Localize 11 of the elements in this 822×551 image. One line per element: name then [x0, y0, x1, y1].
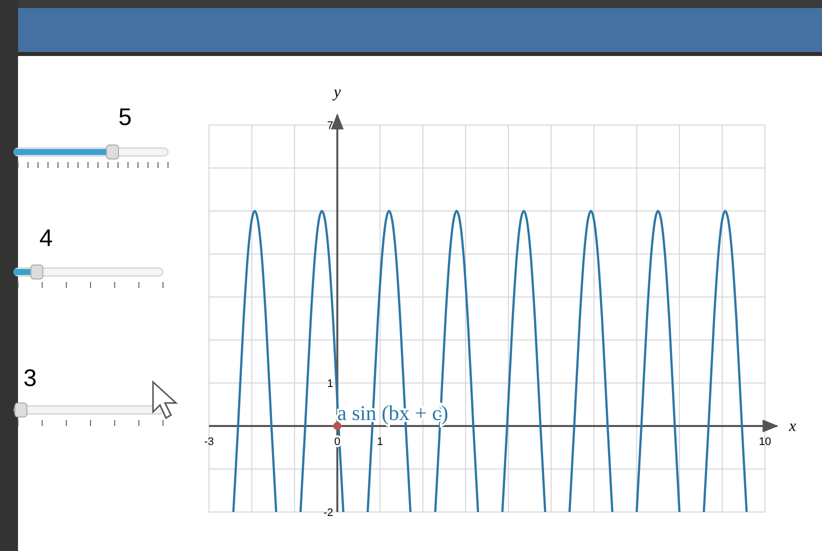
- x-tick-label: -3: [204, 436, 214, 448]
- y-tick-label: 1: [327, 378, 334, 390]
- y-axis-title: y: [332, 84, 342, 101]
- y-tick-label: -2: [324, 507, 334, 519]
- text: 3: [23, 365, 37, 392]
- y-tick-label: 7: [327, 120, 334, 132]
- x-axis-title: x: [788, 418, 796, 435]
- x-tick-label: 10: [758, 436, 772, 448]
- x-tick-label: 1: [377, 436, 384, 448]
- text: 4: [39, 225, 53, 252]
- text: 5: [118, 104, 132, 131]
